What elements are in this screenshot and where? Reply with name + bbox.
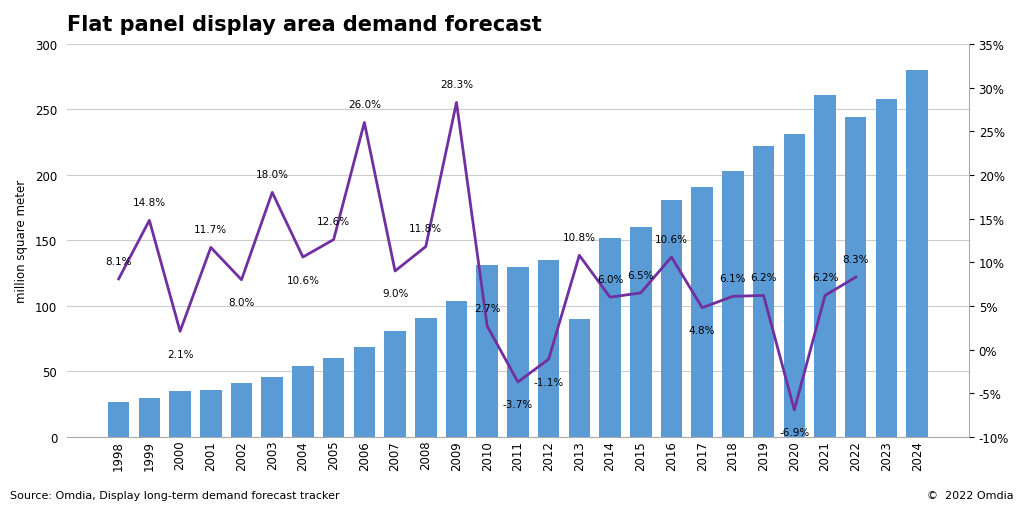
Text: 6.1%: 6.1% — [720, 274, 746, 284]
Text: 11.8%: 11.8% — [410, 224, 442, 234]
Text: 9.0%: 9.0% — [382, 289, 409, 299]
Bar — [292, 367, 313, 437]
Bar — [169, 391, 190, 437]
Text: 10.8%: 10.8% — [563, 233, 596, 243]
Bar — [691, 187, 713, 437]
Text: -1.1%: -1.1% — [534, 377, 564, 387]
Bar — [814, 96, 836, 437]
Text: 8.1%: 8.1% — [105, 256, 132, 266]
Text: 6.2%: 6.2% — [751, 273, 777, 283]
Text: -6.9%: -6.9% — [779, 428, 809, 437]
Bar — [783, 135, 805, 437]
Text: ©  2022 Omdia: © 2022 Omdia — [927, 490, 1014, 500]
Bar — [138, 398, 160, 437]
Bar — [906, 71, 928, 437]
Text: 28.3%: 28.3% — [440, 80, 473, 90]
Bar — [353, 347, 375, 437]
Text: 2.1%: 2.1% — [167, 349, 194, 359]
Bar — [323, 359, 344, 437]
Bar — [630, 228, 651, 437]
Text: 10.6%: 10.6% — [287, 275, 319, 285]
Text: 18.0%: 18.0% — [256, 170, 289, 180]
Bar — [261, 377, 283, 437]
Bar — [507, 267, 528, 437]
Text: 14.8%: 14.8% — [133, 198, 166, 208]
Text: 6.2%: 6.2% — [812, 273, 839, 283]
Bar — [722, 172, 743, 437]
Bar — [660, 200, 682, 437]
Bar — [384, 331, 406, 437]
Text: -3.7%: -3.7% — [503, 399, 534, 410]
Bar — [753, 147, 774, 437]
Text: 26.0%: 26.0% — [348, 100, 381, 110]
Bar — [845, 118, 866, 437]
Text: 8.0%: 8.0% — [228, 297, 255, 308]
Bar — [415, 318, 436, 437]
Bar — [538, 261, 559, 437]
Bar — [445, 301, 467, 437]
Bar — [876, 99, 897, 437]
Bar — [108, 402, 129, 437]
Text: Source: Omdia, Display long-term demand forecast tracker: Source: Omdia, Display long-term demand … — [10, 490, 340, 500]
Bar — [476, 266, 498, 437]
Bar — [200, 390, 221, 437]
Text: 11.7%: 11.7% — [195, 225, 227, 235]
Bar — [230, 383, 252, 437]
Text: 6.0%: 6.0% — [597, 275, 624, 284]
Text: Flat panel display area demand forecast: Flat panel display area demand forecast — [67, 15, 542, 35]
Text: 10.6%: 10.6% — [655, 234, 688, 244]
Bar — [599, 238, 621, 437]
Text: 6.5%: 6.5% — [628, 270, 654, 280]
Text: 4.8%: 4.8% — [689, 326, 716, 335]
Text: 12.6%: 12.6% — [317, 217, 350, 227]
Text: 8.3%: 8.3% — [843, 255, 869, 265]
Bar — [568, 320, 590, 437]
Text: 2.7%: 2.7% — [474, 304, 501, 313]
Y-axis label: million square meter: million square meter — [15, 179, 28, 302]
